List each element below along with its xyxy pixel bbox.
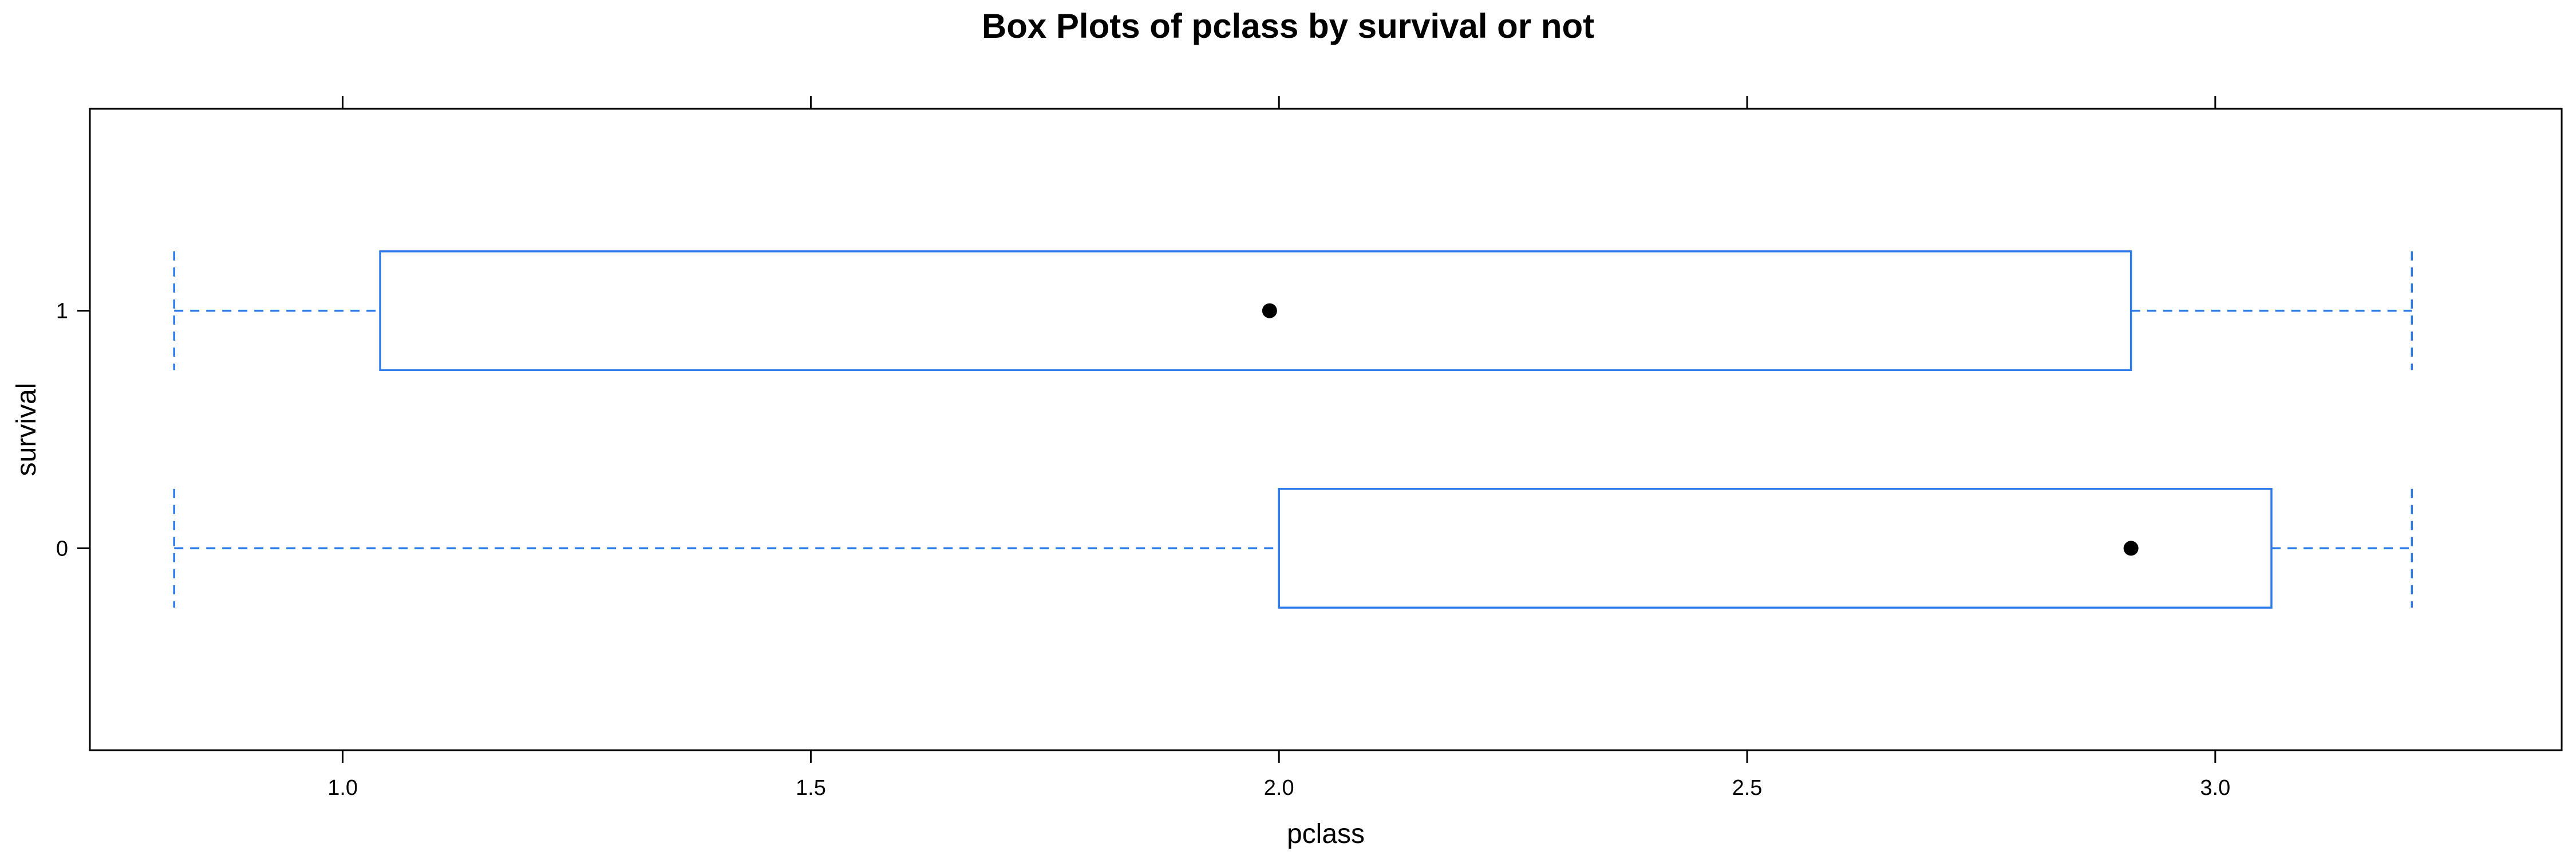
- median-dot: [2123, 541, 2139, 556]
- box-iqr: [379, 250, 2132, 372]
- x-tick-label: 1.0: [327, 776, 358, 800]
- x-tick-label: 3.0: [2200, 776, 2230, 800]
- box-iqr: [1278, 487, 2273, 609]
- y-tick-label: 1: [56, 300, 68, 324]
- x-tick-label: 2.0: [1264, 776, 1294, 800]
- x-tick-label: 2.5: [1732, 776, 1763, 800]
- chart-title: Box Plots of pclass by survival or not: [982, 7, 1594, 45]
- box-plot-0: [173, 487, 2413, 609]
- y-tick-label: 0: [56, 537, 68, 561]
- x-axis-label: pclass: [1287, 819, 1365, 849]
- axis-ticks: 1.0 1.5 2.0 2.5 3.0 0 1: [56, 96, 2230, 800]
- plot-panel: [89, 108, 2563, 751]
- x-tick-label: 1.5: [796, 776, 826, 800]
- y-axis-label: survival: [11, 383, 42, 476]
- box-group: [173, 250, 2413, 609]
- median-dot: [1262, 303, 1277, 318]
- box-plot-1: [173, 250, 2413, 372]
